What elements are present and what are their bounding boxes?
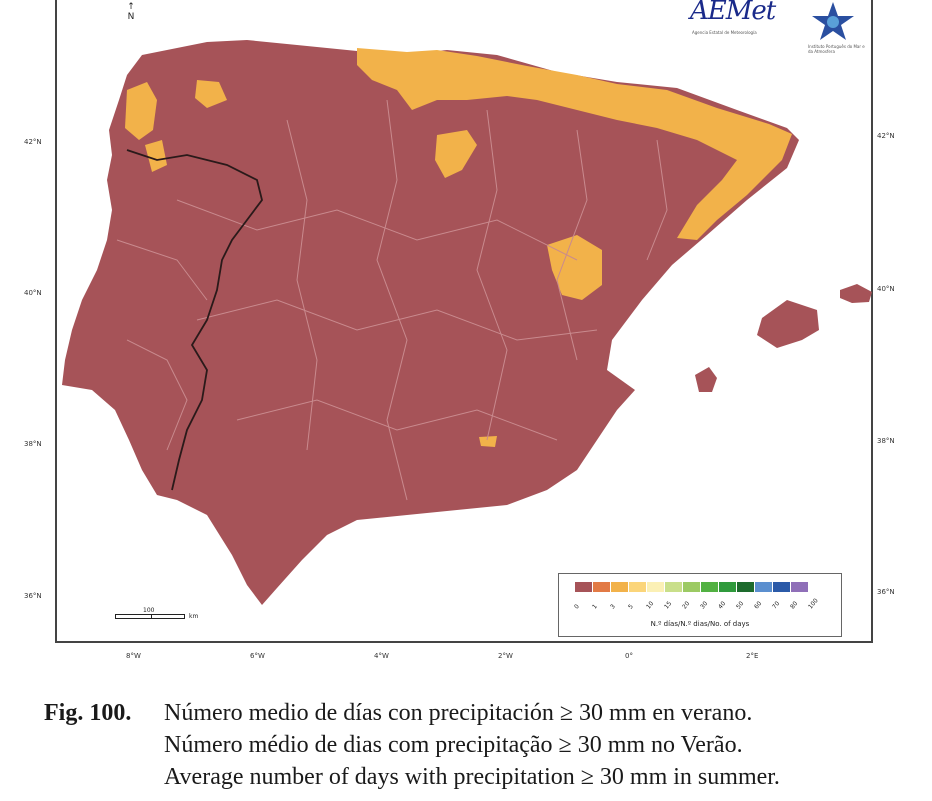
ipma-star-icon xyxy=(812,2,854,40)
caption-label: Fig. 100. xyxy=(44,700,132,726)
map-frame: ↑ N 100 km xyxy=(55,0,873,643)
iberia-map xyxy=(62,40,872,605)
legend-tick-label: 40 xyxy=(717,600,728,611)
lat-label-left-38: 38°N xyxy=(24,440,42,448)
legend-swatch xyxy=(665,582,683,592)
legend-color-bar xyxy=(575,582,809,592)
caption-line-en: Average number of days with precipitatio… xyxy=(164,764,780,790)
aemet-logo-subtitle: Agencia Estatal de Meteorología xyxy=(692,30,757,35)
legend-title: N.º días/N.º dias/No. of days xyxy=(650,620,750,628)
caption-line-pt: Número médio de dias com precipitação ≥ … xyxy=(164,732,743,758)
lon-label-2w: 2°W xyxy=(498,652,513,660)
lat-label-left-40: 40°N xyxy=(24,289,42,297)
legend-tick-label: 20 xyxy=(681,600,692,611)
aemet-logo: AEMet Agencia Estatal de Meteorología xyxy=(690,0,795,40)
legend-swatch xyxy=(683,582,701,592)
legend-swatch xyxy=(593,582,611,592)
legend-swatch xyxy=(629,582,647,592)
zone-maestrazgo xyxy=(547,235,602,300)
lon-label-6w: 6°W xyxy=(250,652,265,660)
zone-miño xyxy=(145,140,167,172)
legend-tick-label: 80 xyxy=(789,600,800,611)
lat-label-right-38: 38°N xyxy=(877,437,895,445)
zone-galicia xyxy=(125,82,157,140)
ipma-logo: Instituto Português do Mar e da Atmosfer… xyxy=(808,0,868,54)
zone-iberico-norte xyxy=(435,130,477,178)
legend-swatch xyxy=(647,582,665,592)
legend-tick-label: 5 xyxy=(627,603,635,611)
legend-tick-label: 100 xyxy=(807,597,820,611)
scale-unit: km xyxy=(189,613,199,620)
mallorca-island xyxy=(757,300,819,348)
precipitation-zones xyxy=(125,48,792,447)
lat-label-left-36: 36°N xyxy=(24,592,42,600)
legend-swatch xyxy=(611,582,629,592)
legend-swatch xyxy=(773,582,791,592)
lon-label-2e: 2°E xyxy=(746,652,759,660)
menorca-island xyxy=(840,284,872,303)
zone-cantabria xyxy=(357,48,792,240)
ipma-logo-subtitle: Instituto Português do Mar e da Atmosfer… xyxy=(808,44,865,54)
scale-value: 100 xyxy=(143,607,155,614)
legend-swatch xyxy=(575,582,593,592)
legend-swatch xyxy=(791,582,809,592)
spain-portugal-border xyxy=(126,149,263,491)
zone-sierra xyxy=(479,436,497,447)
legend-swatch xyxy=(701,582,719,592)
legend-tick-label: 30 xyxy=(699,600,710,611)
lat-label-right-42: 42°N xyxy=(877,132,895,140)
legend-swatch xyxy=(755,582,773,592)
legend-swatch xyxy=(737,582,755,592)
aemet-logo-text: AEMet xyxy=(690,0,776,26)
legend-tick-label: 70 xyxy=(771,600,782,611)
map-legend: 0 1 3 5 10 15 20 30 40 50 60 70 80 100 N.º días/N.º d… xyxy=(558,573,842,637)
lon-label-8w: 8°W xyxy=(126,652,141,660)
lat-label-left-42: 42°N xyxy=(24,138,42,146)
legend-tick-label: 50 xyxy=(735,600,746,611)
legend-tick-label: 60 xyxy=(753,600,764,611)
legend-swatch xyxy=(719,582,737,592)
legend-tick-label: 0 xyxy=(573,603,581,611)
legend-tick-label: 3 xyxy=(609,603,617,611)
lon-label-4w: 4°W xyxy=(374,652,389,660)
legend-tick-label: 10 xyxy=(645,600,656,611)
peninsula-land xyxy=(62,40,799,605)
lon-label-0: 0° xyxy=(625,652,633,660)
lat-label-right-36: 36°N xyxy=(877,588,895,596)
legend-tick-label: 1 xyxy=(591,603,599,611)
province-boundaries xyxy=(116,99,668,501)
zone-galicia-2 xyxy=(195,80,227,108)
caption-line-es: Número medio de días con precipitación ≥… xyxy=(164,700,753,726)
legend-tick-label: 15 xyxy=(663,600,674,611)
ibiza-island xyxy=(695,367,717,392)
north-arrow: ↑ N xyxy=(127,2,135,22)
lat-label-right-40: 40°N xyxy=(877,285,895,293)
